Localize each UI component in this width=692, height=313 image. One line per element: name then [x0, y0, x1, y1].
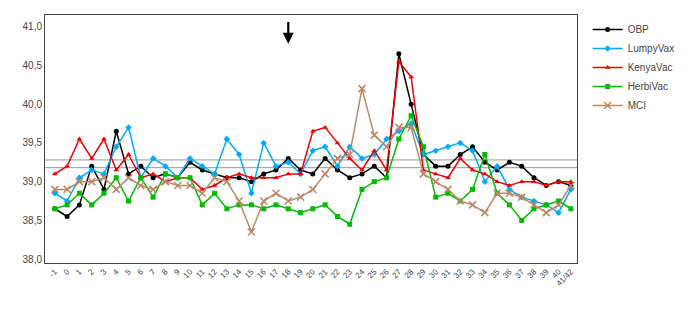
svg-text:39,5: 39,5	[23, 137, 43, 148]
svg-text:12: 12	[206, 267, 219, 280]
svg-text:35: 35	[489, 267, 502, 280]
svg-text:2: 2	[86, 267, 96, 277]
svg-text:MCI: MCI	[628, 100, 646, 111]
svg-text:38,0: 38,0	[23, 254, 43, 265]
svg-text:9: 9	[172, 267, 182, 277]
svg-text:OBP: OBP	[628, 24, 649, 35]
svg-text:38,5: 38,5	[23, 215, 43, 226]
svg-text:13: 13	[218, 267, 231, 280]
svg-text:40: 40	[550, 267, 563, 280]
svg-text:39: 39	[538, 267, 551, 280]
svg-text:HerbiVac: HerbiVac	[628, 81, 668, 92]
svg-text:8: 8	[160, 267, 170, 277]
svg-text:40,0: 40,0	[23, 99, 43, 110]
svg-text:10: 10	[182, 267, 195, 280]
svg-text:19: 19	[292, 267, 305, 280]
svg-text:36: 36	[501, 267, 514, 280]
svg-text:4: 4	[111, 267, 121, 277]
svg-text:5: 5	[123, 267, 133, 277]
svg-text:20: 20	[304, 267, 317, 280]
svg-text:18: 18	[280, 267, 293, 280]
svg-text:15: 15	[243, 267, 256, 280]
svg-text:25: 25	[366, 267, 379, 280]
svg-text:17: 17	[268, 267, 281, 280]
svg-text:40,5: 40,5	[23, 60, 43, 71]
svg-text:3: 3	[99, 267, 109, 277]
svg-text:0: 0	[62, 267, 72, 277]
svg-text:31: 31	[440, 267, 453, 280]
svg-text:14: 14	[231, 267, 244, 280]
svg-text:24: 24	[354, 267, 367, 280]
svg-text:34: 34	[476, 267, 489, 280]
svg-text:-1: -1	[48, 267, 60, 279]
svg-text:38: 38	[526, 267, 539, 280]
svg-text:11: 11	[194, 267, 207, 280]
svg-text:29: 29	[415, 267, 428, 280]
svg-text:26: 26	[378, 267, 391, 280]
svg-text:32: 32	[452, 267, 465, 280]
svg-text:41/42: 41/42	[555, 267, 576, 288]
svg-text:16: 16	[255, 267, 268, 280]
svg-text:27: 27	[390, 267, 403, 280]
svg-text:7: 7	[148, 267, 158, 277]
svg-text:LumpyVax: LumpyVax	[628, 43, 675, 54]
svg-text:21: 21	[317, 267, 330, 280]
svg-text:22: 22	[329, 267, 342, 280]
svg-text:28: 28	[403, 267, 416, 280]
svg-text:KenyaVac: KenyaVac	[628, 62, 673, 73]
svg-text:23: 23	[341, 267, 354, 280]
svg-text:1: 1	[74, 267, 84, 277]
svg-text:6: 6	[136, 267, 146, 277]
svg-text:33: 33	[464, 267, 477, 280]
svg-text:41,0: 41,0	[23, 21, 43, 32]
svg-text:30: 30	[427, 267, 440, 280]
svg-text:39,0: 39,0	[23, 176, 43, 187]
svg-text:37: 37	[513, 267, 526, 280]
